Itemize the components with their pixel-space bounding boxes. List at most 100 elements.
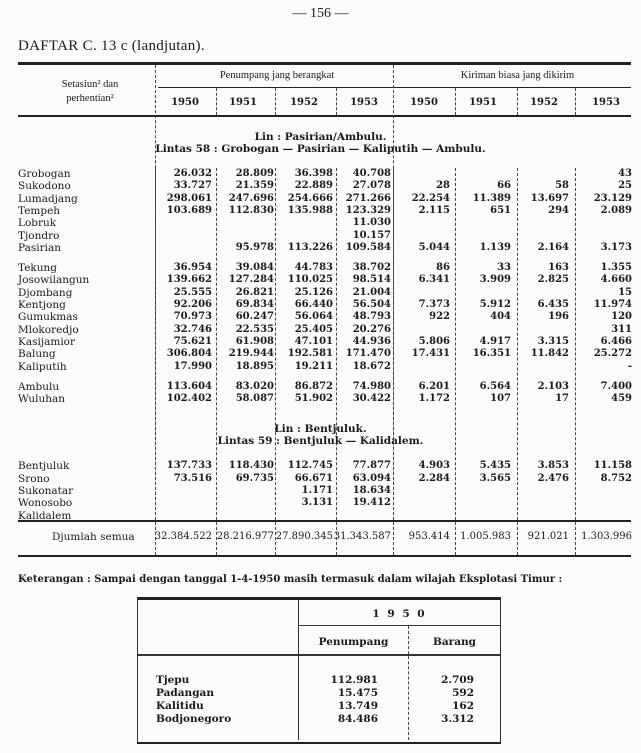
column-divider [393, 168, 394, 555]
cell-value: 4.917 [479, 335, 511, 347]
table-row: Josowilangun 139.662 127.284 110.025 98.514 6… [0, 274, 641, 286]
cell-value: 922 [429, 311, 450, 323]
cell-value: 83.020 [235, 380, 274, 392]
table-row: Tjondro 10.157 [0, 230, 641, 242]
cell-value: 47.101 [294, 335, 333, 347]
column-divider [575, 88, 576, 115]
cell-value: 311 [611, 323, 632, 335]
cell-value: 43 [618, 168, 632, 179]
cell-value: 36.398 [294, 168, 333, 179]
total-top-rule [18, 520, 631, 522]
cell-value: 3.131 [301, 497, 333, 509]
cell-value: 26.821 [235, 286, 274, 298]
year-header: 1950 [410, 97, 438, 108]
cell-value: 219.944 [228, 348, 274, 360]
cell-value: 137.733 [166, 460, 212, 472]
table-row: Tempeh 103.689 112.830 135.988 123.329 2.115 6… [0, 205, 641, 217]
station-name: Wuluhan [18, 393, 66, 406]
passengers-group-header: Penumpang jang berangkat [219, 70, 335, 81]
column-divider [455, 88, 456, 115]
cell-value: 110.025 [287, 274, 333, 286]
table-row: Lobruk 11.030 [0, 217, 641, 229]
line-heading: Lin : Bentjuluk. [274, 423, 367, 436]
station-name: Bentjuluk [18, 460, 70, 473]
cell-value: 75.621 [173, 335, 212, 347]
sub-table-passengers: 15.475 [337, 687, 378, 699]
station-name: Balung [18, 348, 56, 361]
table-row: Grobogan 26.032 28.809 36.398 40.708 43 [0, 168, 641, 180]
table-row: Sukonatar 1.171 18.634 [0, 485, 641, 497]
cell-value: 18.895 [235, 360, 274, 372]
station-name: Tjondro [18, 229, 60, 242]
cell-value: 112.830 [228, 204, 274, 216]
cell-value: 2.825 [537, 274, 569, 286]
cell-value: 8.752 [600, 472, 632, 484]
cell-value: 11.030 [352, 217, 391, 229]
cell-value: 4.660 [600, 274, 632, 286]
cell-value: 103.689 [166, 204, 212, 216]
station-name: Lumadjang [18, 192, 78, 205]
cell-value: 5.435 [479, 460, 511, 472]
station-name: Tempeh [18, 204, 61, 217]
sub-table-passengers-header: Penumpang [318, 636, 389, 648]
column-divider [336, 168, 337, 555]
table-row: Pasirian 95.978 113.226 109.584 5.044 1.139 2.… [0, 242, 641, 254]
cell-value: 6.435 [537, 299, 569, 310]
cell-value: 112.745 [287, 460, 333, 472]
sub-table-station: Padangan [156, 687, 214, 699]
cell-value: 17 [555, 393, 569, 405]
cell-value: 40.708 [352, 168, 391, 179]
table-title: DAFTAR C. 13 c (landjutan). [18, 38, 205, 54]
header-bottom-rule [18, 115, 631, 117]
cell-value: 17.990 [173, 360, 212, 372]
table-row: Tekung 36.954 39.084 44.783 38.702 86 33 163 1.3… [0, 262, 641, 274]
cell-value: 17.431 [411, 348, 450, 360]
cell-value: 25.555 [173, 286, 212, 298]
cell-value: 21.359 [235, 180, 274, 192]
header-mid-rule [158, 87, 631, 88]
cell-value: 22.535 [235, 323, 274, 335]
cell-value: 73.516 [173, 472, 212, 484]
station-name: Kalidalem [18, 509, 72, 522]
total-value: 32.384.522 [154, 531, 212, 542]
note: Keterangan : Sampai dengan tanggal 1-4-1… [18, 574, 563, 585]
cell-value: 3.565 [479, 472, 511, 484]
sub-table-goods-header: Barang [433, 636, 476, 648]
table-row: Kasijamior 75.621 61.908 47.101 44.936 5.806 4… [0, 336, 641, 348]
cell-value: 25.405 [294, 323, 333, 335]
station-name: Kentjong [18, 299, 66, 311]
cell-value: 56.064 [294, 311, 333, 323]
cell-value: 26.032 [173, 168, 212, 179]
station-name: Kaliputih [18, 360, 67, 373]
station-name: Kasijamior [18, 335, 76, 348]
year-header: 1952 [290, 97, 318, 108]
route-heading: Lintas 59 : Bentjuluk — Kalidalem. [217, 435, 424, 448]
column-divider [517, 168, 518, 555]
cell-value: 39.084 [235, 262, 274, 274]
cell-value: 298.061 [166, 192, 212, 204]
cell-value: 2.284 [418, 472, 450, 484]
sub-table-goods: 2.709 [441, 674, 474, 686]
cell-value: 28 [436, 180, 450, 192]
route-heading: Lintas 58 : Grobogan — Pasirian — Kalipu… [155, 143, 486, 155]
cell-value: 254.666 [287, 192, 333, 204]
table-row: Wonosobo 3.131 19.412 [0, 497, 641, 509]
cell-value: 92.206 [173, 299, 212, 310]
cell-value: 6.564 [479, 380, 511, 392]
station-name: Grobogan [18, 168, 71, 180]
column-divider [336, 88, 337, 115]
cell-value: 56.504 [352, 299, 391, 310]
cell-value: 16.351 [472, 348, 511, 360]
cell-value: 135.988 [287, 204, 333, 216]
cell-value: 11.842 [530, 348, 569, 360]
cell-value: 5.912 [479, 299, 511, 310]
cell-value: 32.746 [173, 323, 212, 335]
cell-value: 113.226 [287, 241, 333, 253]
cell-value: 86 [436, 262, 450, 274]
cell-value: 2.103 [537, 380, 569, 392]
station-name: Srono [18, 472, 50, 485]
cell-value: 69.834 [235, 299, 274, 310]
cell-value: 44.936 [352, 335, 391, 347]
cell-value: 44.783 [294, 262, 333, 274]
